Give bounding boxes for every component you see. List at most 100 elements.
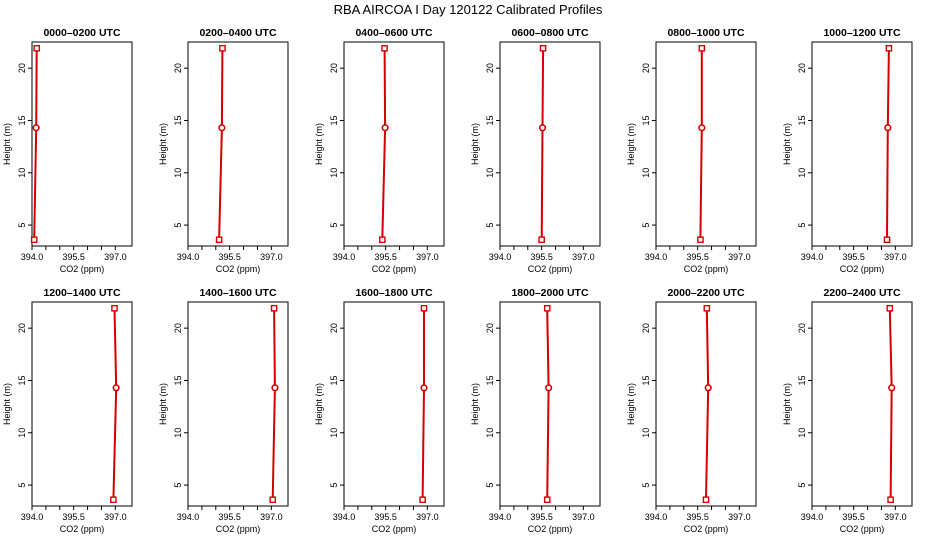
x-tick-label: 397.0 [572,512,595,522]
x-tick-label: 394.0 [21,252,44,262]
x-tick-label: 395.5 [842,252,865,262]
y-tick-label: 5 [797,223,807,228]
panel-title: 2000–2200 UTC [667,287,744,299]
data-point [886,304,894,312]
chart-panel-6: 1000–1200 UTC 394.0 395.5 397.0 5 10 15 20 CO2 (… [782,27,913,274]
data-point [697,236,704,244]
panel-title: 2200–2400 UTC [823,287,900,299]
profile-line [699,48,703,240]
data-point [885,44,893,52]
plot-frame [31,41,133,247]
x-tick-label: 395.5 [686,252,709,262]
x-axis-label: CO2 (ppm) [684,524,729,534]
data-point [420,304,428,312]
x-axis-label: CO2 (ppm) [60,524,105,534]
x-tick-label: 394.0 [21,512,44,522]
chart-panel-5: 0800–1000 UTC 394.0 395.5 397.0 5 10 15 20 CO2 (… [626,27,757,274]
y-axis-label: Height (m) [314,123,324,165]
chart-panel-9: 1600–1800 UTC 394.0 395.5 397.0 5 10 15 20 CO2 (… [314,287,445,534]
y-tick-label: 15 [17,115,27,125]
data-point [269,496,277,504]
data-point [270,304,278,312]
panel-title: 1800–2000 UTC [511,287,588,299]
data-point [215,236,223,244]
y-tick-label: 20 [329,63,339,73]
y-tick-label: 15 [641,375,651,385]
y-tick-label: 20 [797,63,807,73]
profile-line [33,48,38,240]
plot-frame [187,301,289,507]
y-tick-label: 5 [17,223,27,228]
x-axis-label: CO2 (ppm) [840,524,885,534]
y-tick-label: 5 [485,483,495,488]
data-point [538,124,547,132]
data-point [887,496,894,504]
x-axis-label: CO2 (ppm) [216,524,261,534]
y-tick-label: 10 [797,428,807,438]
x-tick-label: 395.5 [218,252,241,262]
y-axis-label: Height (m) [158,123,168,165]
profile-line [112,308,118,500]
x-axis-label: CO2 (ppm) [528,264,573,274]
data-point [110,496,117,504]
panel-title: 0800–1000 UTC [667,27,744,39]
y-tick-label: 15 [17,375,27,385]
plot-frame [499,301,601,507]
chart-panel-2: 0200–0400 UTC 394.0 395.5 397.0 5 10 15 20 CO2 (… [158,27,289,274]
profile-line [705,308,710,500]
profile-line [218,48,224,240]
profile-line [886,48,890,240]
x-tick-label: 394.0 [801,252,824,262]
profile-line [421,308,425,500]
y-tick-label: 10 [641,428,651,438]
y-tick-label: 5 [797,483,807,488]
x-tick-label: 397.0 [416,512,439,522]
y-tick-label: 15 [797,375,807,385]
y-tick-label: 20 [173,323,183,333]
y-tick-label: 15 [329,115,339,125]
y-tick-label: 20 [641,63,651,73]
panel-title: 0600–0800 UTC [511,27,588,39]
x-tick-label: 394.0 [177,512,200,522]
y-axis-label: Height (m) [470,123,480,165]
data-point [543,496,551,504]
x-tick-label: 397.0 [104,512,127,522]
x-tick-label: 397.0 [884,252,907,262]
y-tick-label: 15 [173,115,183,125]
x-tick-label: 394.0 [333,252,356,262]
data-point [112,384,120,392]
plot-frame [31,301,133,507]
x-tick-label: 394.0 [645,252,668,262]
plot-frame [655,301,757,507]
y-tick-label: 20 [797,323,807,333]
x-tick-label: 395.5 [374,512,397,522]
x-axis-label: CO2 (ppm) [840,264,885,274]
x-tick-label: 397.0 [728,512,751,522]
panel-title: 0200–0400 UTC [199,27,276,39]
plot-frame [187,41,289,247]
chart-panel-11: 2000–2200 UTC 394.0 395.5 397.0 5 10 15 20 CO2 (… [626,287,757,534]
data-point [33,44,41,52]
y-tick-label: 5 [329,223,339,228]
y-tick-label: 10 [329,428,339,438]
y-axis-label: Height (m) [158,383,168,425]
y-tick-label: 10 [797,168,807,178]
y-tick-label: 15 [641,115,651,125]
x-axis-label: CO2 (ppm) [684,264,729,274]
y-tick-label: 5 [641,483,651,488]
data-point [545,384,553,392]
chart-panel-8: 1400–1600 UTC 394.0 395.5 397.0 5 10 15 20 CO2 (… [158,287,289,534]
chart-panel-10: 1800–2000 UTC 394.0 395.5 397.0 5 10 15 20 CO2 (… [470,287,601,534]
x-tick-label: 395.5 [686,512,709,522]
panel-title: 0000–0200 UTC [43,27,120,39]
y-tick-label: 10 [485,428,495,438]
x-axis-label: CO2 (ppm) [372,524,417,534]
data-point [704,384,712,392]
chart-panel-12: 2200–2400 UTC 394.0 395.5 397.0 5 10 15 20 CO2 (… [782,287,913,534]
x-tick-label: 395.5 [842,512,865,522]
y-axis-label: Height (m) [782,383,792,425]
y-tick-label: 10 [17,168,27,178]
data-point [30,236,38,244]
x-tick-label: 395.5 [62,252,85,262]
